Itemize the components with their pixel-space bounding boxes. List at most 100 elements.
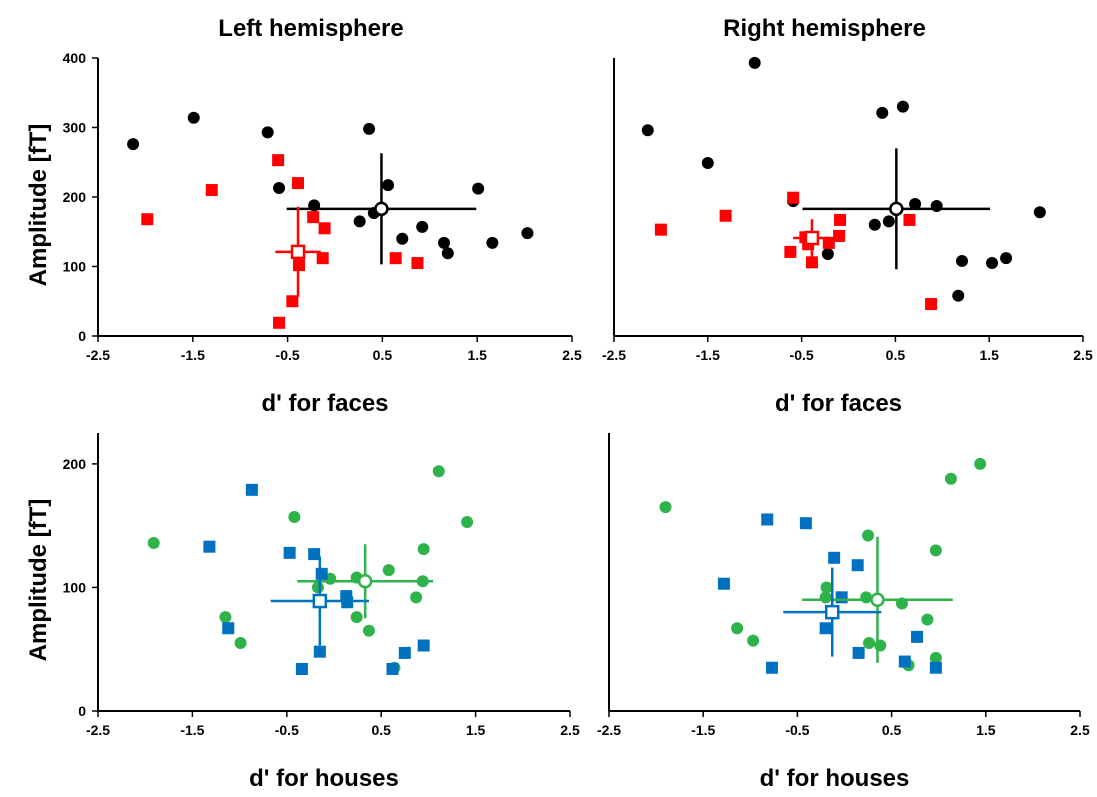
- x-tick-label: 0.5: [373, 347, 393, 363]
- data-point: [382, 564, 395, 577]
- data-point: [1000, 252, 1013, 265]
- data-point: [311, 581, 324, 594]
- data-point: [654, 223, 667, 236]
- data-point: [925, 298, 938, 311]
- data-point: [876, 106, 889, 119]
- mean-point: [312, 593, 328, 609]
- data-point: [486, 236, 499, 249]
- data-point: [717, 577, 730, 590]
- x-tick-label: 2.5: [1073, 347, 1093, 363]
- x-tick-label: 0.5: [882, 722, 902, 738]
- data-point: [283, 546, 296, 559]
- data-point: [761, 513, 774, 526]
- panel-title: Left hemisphere: [218, 15, 403, 42]
- x-tick-label: 1.5: [976, 722, 996, 738]
- x-tick-label: -0.5: [276, 347, 300, 363]
- panel: -2.5 -1.5 -0.5 0.5 1.5 2.5 d' for houses: [597, 433, 1090, 792]
- data-point: [833, 229, 846, 242]
- data-point: [315, 567, 328, 580]
- x-tick-label: -0.5: [790, 347, 814, 363]
- data-point: [955, 254, 968, 267]
- data-point: [874, 639, 887, 652]
- x-tick-label: 0.5: [886, 347, 906, 363]
- x-tick-label: -0.5: [275, 722, 299, 738]
- data-point: [307, 211, 320, 224]
- data-point: [929, 661, 942, 674]
- data-point: [389, 252, 402, 265]
- data-point: [784, 245, 797, 258]
- data-point: [787, 191, 800, 204]
- data-point: [952, 289, 965, 302]
- panel: -2.5 -1.5 -0.5 0.5 1.5 2.5 0 100 200 300 400 Left h…: [25, 15, 582, 417]
- x-tick-label: -1.5: [696, 347, 720, 363]
- data-point: [719, 209, 732, 222]
- data-point: [896, 100, 909, 113]
- data-point: [909, 197, 922, 210]
- data-point: [316, 252, 329, 265]
- mean-point: [357, 574, 373, 589]
- x-tick-label: 1.5: [979, 347, 999, 363]
- data-point: [898, 655, 911, 668]
- data-point: [187, 111, 200, 124]
- data-point: [834, 213, 847, 226]
- data-point: [261, 126, 274, 139]
- x-tick-label: 2.5: [562, 347, 582, 363]
- data-point: [245, 483, 258, 496]
- data-point: [472, 182, 485, 195]
- mean-point: [870, 592, 885, 608]
- data-point: [1033, 206, 1046, 219]
- data-point: [860, 591, 873, 604]
- data-point: [820, 581, 833, 594]
- y-tick-label: 0: [78, 328, 86, 344]
- y-tick-label: 300: [63, 120, 87, 136]
- y-tick-label: 200: [63, 456, 87, 472]
- data-point: [929, 651, 942, 664]
- data-point: [203, 540, 216, 553]
- data-point: [805, 256, 818, 269]
- x-tick-label: -1.5: [691, 722, 715, 738]
- y-tick-label: 100: [63, 259, 87, 275]
- data-point: [911, 630, 924, 643]
- mean-point: [825, 604, 840, 620]
- data-point: [363, 122, 376, 135]
- data-point: [416, 220, 429, 233]
- x-tick-label: -2.5: [86, 722, 110, 738]
- x-axis-label: d' for houses: [249, 765, 399, 792]
- mean-point: [290, 244, 306, 260]
- data-point: [852, 646, 865, 659]
- data-point: [141, 213, 154, 226]
- data-point: [862, 637, 875, 650]
- data-point: [868, 218, 881, 231]
- data-point: [292, 177, 305, 190]
- x-tick-label: -2.5: [597, 722, 621, 738]
- data-point: [747, 634, 760, 647]
- panel-title: Right hemisphere: [723, 15, 926, 42]
- y-axis-label: Amplitude [fT]: [25, 499, 52, 662]
- data-point: [903, 213, 916, 226]
- data-point: [441, 247, 454, 260]
- data-point: [701, 156, 714, 169]
- panel: -2.5 -1.5 -0.5 0.5 1.5 2.5 Right hemisphere d' …: [602, 15, 1093, 417]
- x-tick-label: -0.5: [785, 722, 809, 738]
- data-point: [882, 215, 895, 228]
- x-axis-label: d' for faces: [775, 390, 902, 417]
- data-point: [819, 622, 832, 635]
- x-axis-label: d' for houses: [760, 765, 910, 792]
- x-tick-label: 1.5: [467, 347, 487, 363]
- data-point: [659, 501, 672, 514]
- data-point: [432, 465, 445, 478]
- data-point: [234, 637, 247, 650]
- data-point: [396, 232, 409, 245]
- data-point: [521, 227, 534, 240]
- data-point: [641, 124, 654, 137]
- data-point: [127, 138, 140, 151]
- data-point: [386, 662, 399, 675]
- x-tick-label: 1.5: [466, 722, 486, 738]
- data-point: [417, 639, 430, 652]
- data-point: [219, 611, 232, 624]
- data-point: [398, 646, 411, 659]
- x-tick-label: -1.5: [181, 347, 205, 363]
- y-tick-label: 100: [63, 579, 87, 595]
- data-point: [295, 662, 308, 675]
